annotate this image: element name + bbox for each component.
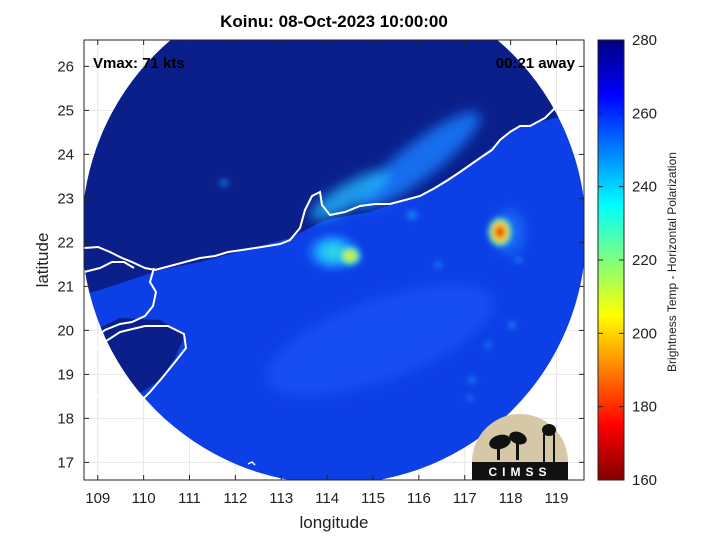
x-tick-label: 116 [407, 490, 431, 507]
chart-title: Koinu: 08-Oct-2023 10:00:00 [220, 12, 448, 31]
x-axis-label: longitude [299, 513, 368, 532]
colorbar-label: Brightness Temp - Horizontal Polarizatio… [665, 152, 679, 372]
coastline-mainland [84, 79, 583, 272]
y-tick-label: 23 [57, 190, 74, 207]
colorbar-ticks: 160 180 200 220 240 260 280 [598, 32, 657, 489]
x-tick-label: 109 [85, 490, 110, 507]
y-tick-label: 21 [57, 278, 74, 295]
time-away-annotation: 00:21 away [496, 55, 576, 72]
water-tower-icon [542, 424, 556, 436]
east-cell-2 [512, 255, 524, 265]
storm-core [337, 245, 363, 267]
x-tick-label: 110 [132, 490, 156, 507]
x-tick-label: 119 [545, 490, 569, 507]
colorbar-tick-label: 280 [632, 32, 657, 49]
x-tick-label: 112 [223, 490, 247, 507]
land-area [84, 40, 584, 300]
y-tick-label: 24 [57, 146, 74, 163]
x-tick-label: 115 [361, 490, 385, 507]
small-cell [217, 178, 231, 188]
y-tick-label: 20 [57, 322, 74, 339]
y-tick-label: 17 [57, 454, 74, 471]
coastline-leizhou [84, 267, 158, 347]
band-cell [403, 208, 421, 222]
y-axis-label: latitude [33, 233, 52, 288]
south-cell-1 [506, 319, 518, 331]
tower-leg [543, 434, 545, 462]
outer-band [266, 284, 494, 396]
colorbar-tick-label: 260 [632, 105, 657, 122]
coastline-gulf [84, 261, 135, 273]
x-tick-label: 113 [269, 490, 293, 507]
colorbar: 160 180 200 220 240 260 280 Brightness Temp - … [597, 32, 679, 489]
northern-rainband [359, 111, 481, 209]
colorbar-tick-label: 240 [632, 179, 657, 196]
south-cell-4 [465, 394, 475, 402]
y-tick-label: 26 [57, 58, 74, 75]
x-tick-label: 118 [499, 490, 523, 507]
coastline-islet [247, 461, 256, 466]
colorbar-tick-label: 200 [632, 325, 657, 342]
x-tick-label: 111 [178, 490, 201, 507]
tower-leg-2 [553, 434, 555, 462]
axis-ticks: 109 110 111 112 113 114 115 116 117 118 119 17 18 19 2… [57, 40, 584, 507]
dish-stand-2 [516, 441, 519, 460]
colorbar-tick-label: 220 [632, 252, 657, 269]
axes-frame [83, 39, 585, 481]
y-tick-label: 22 [57, 234, 74, 251]
east-cell [432, 260, 444, 270]
logo-band [472, 462, 568, 480]
colorbar-tick-label: 180 [632, 399, 657, 416]
y-tick-label: 18 [57, 410, 74, 427]
vmax-annotation: Vmax: 71 kts [93, 55, 185, 72]
south-cell-2 [483, 340, 493, 350]
rainband-inner [310, 170, 390, 220]
dish-icon [489, 434, 511, 450]
y-tick-label: 25 [57, 102, 74, 119]
cimss-logo: CIMSS [472, 414, 568, 480]
dish-stand [497, 444, 500, 460]
dish-icon-2 [509, 431, 527, 445]
south-cell-3 [466, 375, 478, 385]
x-tick-label: 114 [315, 490, 339, 507]
convective-cell [487, 216, 513, 248]
y-tick-label: 19 [57, 366, 74, 383]
colorbar-tick-label: 160 [632, 472, 657, 489]
coastline-hainan [84, 325, 188, 406]
x-tick-label: 117 [453, 490, 477, 507]
logo-text: CIMSS [488, 465, 551, 479]
